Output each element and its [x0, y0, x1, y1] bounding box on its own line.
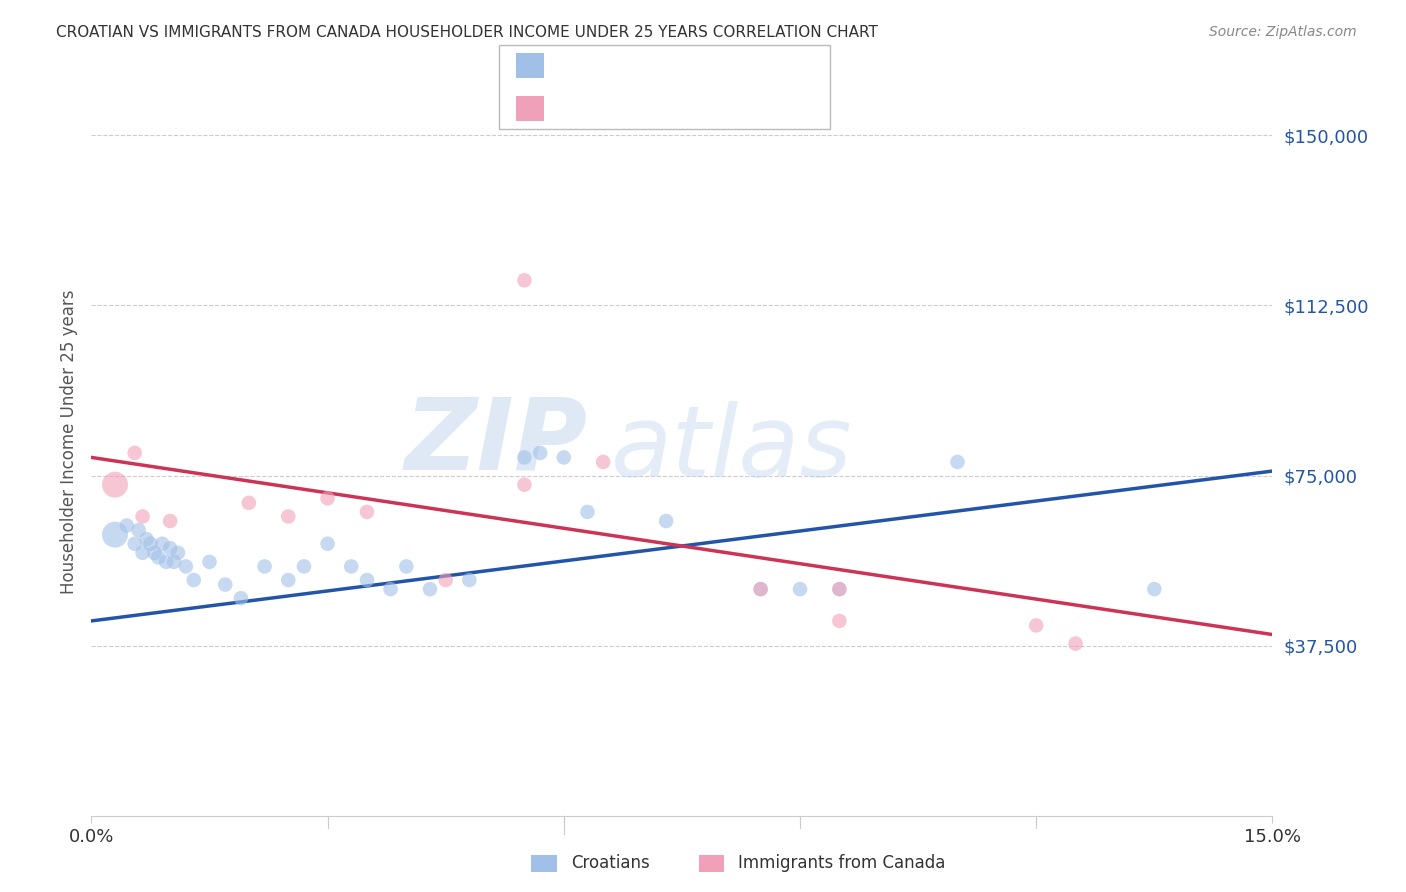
Point [155, 555, 177, 569]
Text: CROATIAN VS IMMIGRANTS FROM CANADA HOUSEHOLDER INCOME UNDER 25 YEARS CORRELATION: CROATIAN VS IMMIGRANTS FROM CANADA HOUSE… [56, 25, 879, 40]
Point [183, 573, 205, 587]
Text: R =: R = [555, 57, 586, 75]
Point [434, 573, 457, 587]
Point [513, 450, 536, 465]
Point [1025, 618, 1047, 632]
Point [292, 559, 315, 574]
Point [214, 577, 236, 591]
Point [316, 537, 339, 551]
Point [513, 477, 536, 491]
Point [340, 559, 363, 574]
Point [124, 537, 146, 551]
Point [198, 555, 221, 569]
Text: 39: 39 [724, 57, 749, 75]
Point [655, 514, 678, 528]
Point [529, 446, 551, 460]
Point [150, 537, 173, 551]
Point [1143, 582, 1166, 596]
Point [277, 573, 299, 587]
Text: Croatians: Croatians [571, 855, 650, 872]
Point [553, 450, 575, 465]
Point [238, 496, 260, 510]
Point [356, 505, 378, 519]
Point [1064, 637, 1087, 651]
Point [131, 546, 153, 560]
Point [576, 505, 599, 519]
Text: atlas: atlas [612, 401, 852, 498]
Point [159, 541, 181, 556]
Text: 0.321: 0.321 [600, 57, 657, 75]
Point [513, 273, 536, 287]
Point [163, 555, 186, 569]
Text: R =: R = [555, 99, 586, 117]
Point [380, 582, 402, 596]
Point [139, 537, 162, 551]
Point [131, 509, 153, 524]
Point [395, 559, 418, 574]
Point [749, 582, 772, 596]
Y-axis label: Householder Income Under 25 years: Householder Income Under 25 years [59, 289, 77, 594]
Text: ZIP: ZIP [405, 393, 588, 490]
Point [128, 523, 150, 537]
Point [115, 518, 138, 533]
Point [148, 550, 170, 565]
Point [789, 582, 811, 596]
Point [828, 614, 851, 628]
Point [419, 582, 441, 596]
Text: Source: ZipAtlas.com: Source: ZipAtlas.com [1209, 25, 1357, 39]
Point [828, 582, 851, 596]
Point [316, 491, 339, 506]
Point [592, 455, 614, 469]
Point [229, 591, 252, 606]
Point [253, 559, 276, 574]
Text: N =: N = [671, 57, 702, 75]
Point [135, 532, 157, 546]
Point [174, 559, 197, 574]
Text: Immigrants from Canada: Immigrants from Canada [738, 855, 945, 872]
Point [167, 546, 190, 560]
Point [828, 582, 851, 596]
Point [356, 573, 378, 587]
Point [458, 573, 481, 587]
Text: -0.444: -0.444 [591, 99, 655, 117]
Text: N =: N = [671, 99, 702, 117]
Point [104, 477, 127, 491]
Point [104, 527, 127, 541]
Point [946, 455, 969, 469]
Point [143, 546, 166, 560]
Point [159, 514, 181, 528]
Text: 17: 17 [724, 99, 749, 117]
Point [124, 446, 146, 460]
Point [277, 509, 299, 524]
Point [749, 582, 772, 596]
